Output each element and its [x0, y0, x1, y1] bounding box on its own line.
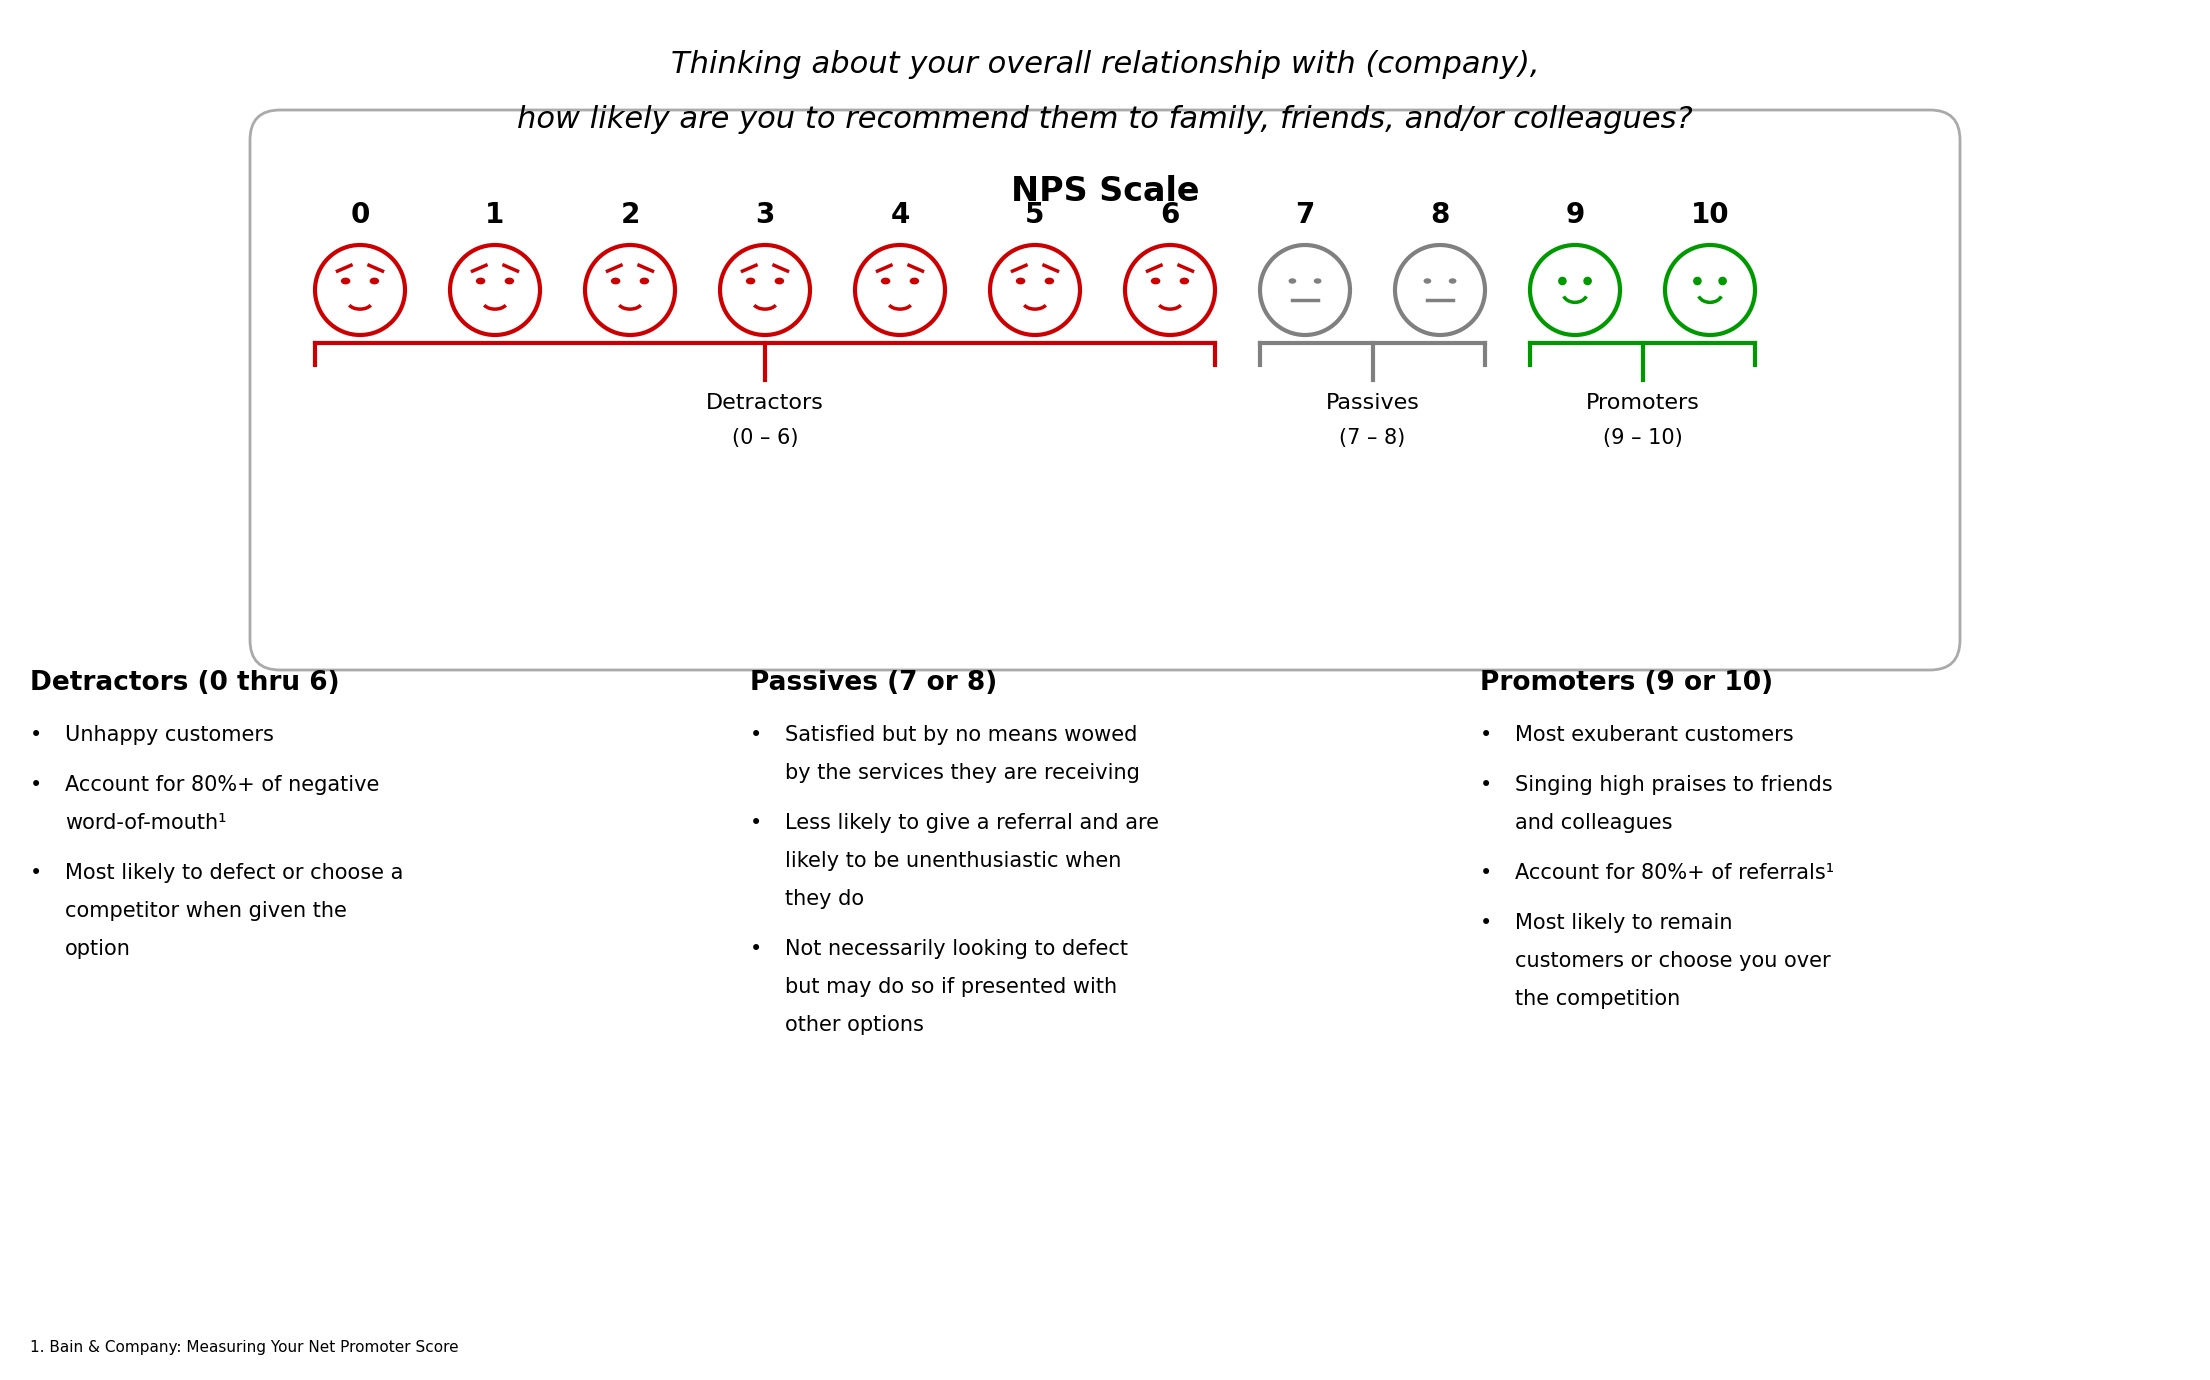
- Text: Satisfied but by no means wowed: Satisfied but by no means wowed: [785, 724, 1138, 745]
- Ellipse shape: [1045, 279, 1054, 284]
- Text: 6: 6: [1160, 201, 1180, 229]
- Text: word-of-mouth¹: word-of-mouth¹: [64, 813, 225, 834]
- Text: but may do so if presented with: but may do so if presented with: [785, 977, 1116, 996]
- Circle shape: [1719, 277, 1726, 284]
- Text: •: •: [1481, 724, 1492, 745]
- Ellipse shape: [776, 279, 785, 284]
- Ellipse shape: [477, 279, 484, 284]
- Text: customers or choose you over: customers or choose you over: [1516, 951, 1830, 972]
- Text: •: •: [31, 724, 42, 745]
- Text: •: •: [749, 938, 762, 959]
- Ellipse shape: [1288, 279, 1295, 283]
- Text: Passives: Passives: [1326, 393, 1419, 413]
- Text: Less likely to give a referral and are: Less likely to give a referral and are: [785, 813, 1158, 834]
- Text: 2: 2: [621, 201, 639, 229]
- Text: Detractors (0 thru 6): Detractors (0 thru 6): [31, 671, 340, 696]
- Text: (9 – 10): (9 – 10): [1602, 428, 1682, 448]
- Text: (0 – 6): (0 – 6): [732, 428, 798, 448]
- Text: Unhappy customers: Unhappy customers: [64, 724, 274, 745]
- Circle shape: [1558, 277, 1567, 284]
- Text: Detractors: Detractors: [705, 393, 824, 413]
- Text: 1: 1: [486, 201, 504, 229]
- Text: 4: 4: [891, 201, 911, 229]
- Ellipse shape: [371, 279, 378, 284]
- Text: likely to be unenthusiastic when: likely to be unenthusiastic when: [785, 851, 1120, 871]
- Text: 8: 8: [1430, 201, 1450, 229]
- Text: 10: 10: [1691, 201, 1728, 229]
- Ellipse shape: [747, 279, 754, 284]
- Text: by the services they are receiving: by the services they are receiving: [785, 763, 1140, 782]
- Text: •: •: [31, 776, 42, 795]
- Text: the competition: the competition: [1516, 989, 1680, 1009]
- Ellipse shape: [343, 279, 349, 284]
- Text: NPS Scale: NPS Scale: [1010, 175, 1200, 208]
- Ellipse shape: [641, 279, 648, 284]
- Ellipse shape: [1151, 279, 1160, 284]
- Ellipse shape: [1450, 279, 1456, 283]
- FancyBboxPatch shape: [250, 110, 1960, 671]
- Text: Passives (7 or 8): Passives (7 or 8): [749, 671, 997, 696]
- Text: •: •: [749, 724, 762, 745]
- Text: (7 – 8): (7 – 8): [1339, 428, 1406, 448]
- Text: Promoters (9 or 10): Promoters (9 or 10): [1481, 671, 1772, 696]
- Text: 5: 5: [1025, 201, 1045, 229]
- Text: Most likely to remain: Most likely to remain: [1516, 914, 1733, 933]
- Text: Most likely to defect or choose a: Most likely to defect or choose a: [64, 862, 404, 883]
- Text: Singing high praises to friends: Singing high praises to friends: [1516, 776, 1832, 795]
- Text: Account for 80%+ of negative: Account for 80%+ of negative: [64, 776, 380, 795]
- Text: •: •: [749, 813, 762, 834]
- Text: Promoters: Promoters: [1585, 393, 1699, 413]
- Ellipse shape: [882, 279, 891, 284]
- Text: competitor when given the: competitor when given the: [64, 901, 347, 920]
- Text: they do: they do: [785, 889, 864, 909]
- Text: how likely are you to recommend them to family, friends, and/or colleagues?: how likely are you to recommend them to …: [517, 105, 1693, 134]
- Ellipse shape: [1423, 279, 1430, 283]
- Text: •: •: [1481, 862, 1492, 883]
- Ellipse shape: [612, 279, 619, 284]
- Text: Thinking about your overall relationship with (company),: Thinking about your overall relationship…: [670, 50, 1540, 79]
- Text: 1. Bain & Company: Measuring Your Net Promoter Score: 1. Bain & Company: Measuring Your Net Pr…: [31, 1340, 460, 1355]
- Text: option: option: [64, 938, 130, 959]
- Text: Not necessarily looking to defect: Not necessarily looking to defect: [785, 938, 1127, 959]
- Text: Account for 80%+ of referrals¹: Account for 80%+ of referrals¹: [1516, 862, 1834, 883]
- Ellipse shape: [1017, 279, 1025, 284]
- Ellipse shape: [1180, 279, 1189, 284]
- Ellipse shape: [1315, 279, 1322, 283]
- Text: other options: other options: [785, 1016, 924, 1035]
- Text: 3: 3: [756, 201, 776, 229]
- Text: •: •: [31, 862, 42, 883]
- Text: •: •: [1481, 914, 1492, 933]
- Text: and colleagues: and colleagues: [1516, 813, 1673, 834]
- Text: 9: 9: [1565, 201, 1585, 229]
- Circle shape: [1693, 277, 1702, 284]
- Text: •: •: [1481, 776, 1492, 795]
- Text: 0: 0: [351, 201, 369, 229]
- Ellipse shape: [911, 279, 919, 284]
- Text: 7: 7: [1295, 201, 1315, 229]
- Ellipse shape: [506, 279, 513, 284]
- Circle shape: [1585, 277, 1591, 284]
- Text: Most exuberant customers: Most exuberant customers: [1516, 724, 1795, 745]
